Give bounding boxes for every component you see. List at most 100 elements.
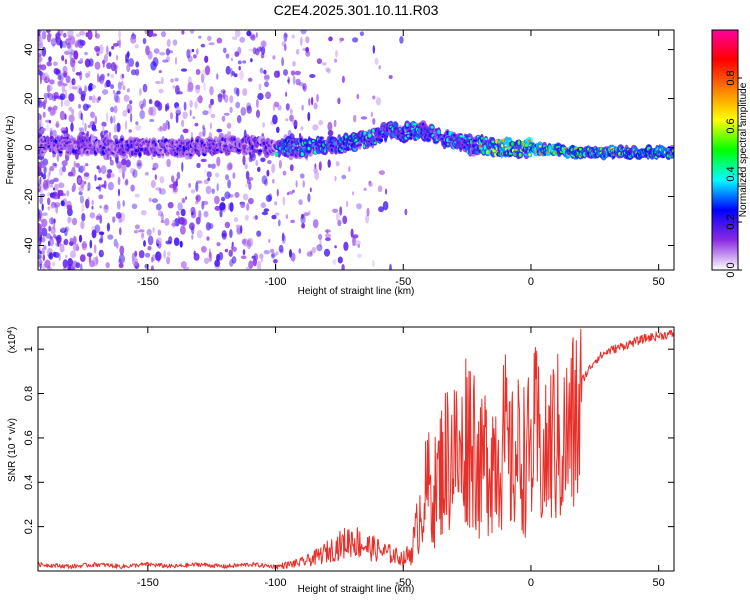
spectrogram-ridge-cell	[405, 123, 409, 127]
spectrogram-noise-cell	[141, 232, 145, 239]
spectrogram-noise-cell	[99, 205, 102, 209]
spectrogram-noise-cell	[39, 70, 43, 77]
spectrogram-noise-cell	[83, 171, 90, 180]
spectrogram-ridge-cell	[131, 150, 134, 156]
spectrogram-noise-cell	[106, 62, 112, 70]
spectrogram-noise-cell	[160, 219, 165, 224]
spectrogram-noise-cell	[116, 90, 121, 95]
spectrogram-ridge-cell	[178, 144, 182, 148]
spectrogram-noise-cell	[106, 45, 109, 55]
spectrogram-noise-cell	[121, 80, 124, 86]
spectrogram-noise-cell	[250, 58, 253, 63]
colorbar-frame	[711, 29, 739, 271]
spectrogram-noise-cell	[307, 193, 311, 203]
y-tick-label: -20	[23, 189, 35, 205]
spectrogram-noise-cell	[335, 50, 338, 58]
spectrogram-noise-cell	[224, 248, 229, 253]
spectrogram-noise-cell	[319, 238, 322, 248]
spectrogram-noise-cell	[135, 68, 140, 76]
spectrogram-noise-cell	[140, 103, 144, 110]
spectrogram-noise-cell	[179, 240, 183, 248]
spectrogram-noise-cell	[91, 95, 96, 104]
spectrogram-noise-cell	[166, 251, 171, 257]
spectrogram-noise-cell	[312, 124, 319, 131]
spectrogram-noise-cell	[206, 171, 212, 178]
spectrogram-noise-cell	[58, 182, 65, 189]
spectrogram-noise-cell	[327, 159, 331, 168]
spectrogram-ridge-cell	[412, 122, 418, 126]
spectrogram-noise-cell	[203, 210, 209, 218]
spectrogram-noise-cell	[98, 231, 104, 235]
spectrogram-noise-cell	[110, 73, 115, 79]
spectrogram-noise-cell	[202, 127, 206, 137]
spectrogram-noise-cell	[158, 88, 164, 94]
spectrogram-ridge-cell	[410, 133, 413, 137]
spectrogram-noise-cell	[194, 122, 199, 127]
spectrogram-noise-cell	[138, 250, 145, 259]
spectrogram-noise-cell	[293, 119, 298, 130]
spectrogram-noise-cell	[155, 251, 162, 261]
spectrogram-noise-cell	[57, 75, 62, 81]
x-tick-label: -150	[137, 276, 159, 288]
spectrogram-noise-cell	[148, 197, 152, 203]
spectrogram-noise-cell	[202, 110, 209, 116]
spectrogram-noise-cell	[281, 57, 284, 67]
spectrogram-noise-cell	[334, 245, 337, 249]
spectrogram-noise-cell	[231, 241, 234, 247]
spectrogram-noise-cell	[131, 203, 138, 210]
spectrogram-noise-cell	[59, 93, 66, 101]
spectrogram-noise-cell	[148, 106, 154, 116]
spectrogram-noise-cell	[103, 180, 107, 190]
spectrogram-noise-cell	[214, 205, 221, 211]
spectrogram-noise-cell	[66, 42, 72, 49]
spectrogram-noise-cell	[102, 125, 105, 136]
spectrogram-noise-cell	[236, 115, 242, 124]
spectrogram-noise-cell	[98, 167, 102, 174]
spectrogram-noise-cell	[164, 218, 170, 226]
spectrogram-noise-cell	[154, 174, 157, 181]
spectrogram-noise-cell	[339, 206, 343, 216]
spectrogram-noise-cell	[346, 200, 349, 208]
spectrogram-noise-cell	[111, 45, 115, 50]
spectrogram-noise-cell	[233, 87, 239, 95]
spectrogram-noise-cell	[129, 100, 133, 105]
spectrogram-ridge-cell	[518, 152, 522, 157]
spectrogram-noise-cell	[177, 215, 180, 223]
spectrogram-noise-cell	[83, 164, 86, 172]
colorbar-ticks: 0.0 0.2 0.4 0.6 0.8	[725, 70, 742, 278]
spectrogram-noise-cell	[283, 32, 288, 42]
spectrogram-noise-cell	[57, 80, 63, 87]
spectrogram-noise-cell	[278, 244, 284, 253]
spectrogram-noise-cell	[38, 232, 43, 238]
spectrogram-noise-cell	[181, 197, 186, 204]
y-tick-label: 0.8	[23, 386, 35, 401]
spectrogram-noise-cell	[202, 200, 209, 206]
spectrogram-noise-cell	[291, 34, 295, 39]
spectrogram-noise-cell	[38, 236, 42, 246]
spectrogram-noise-cell	[79, 70, 83, 81]
spectrogram-noise-cell	[38, 30, 42, 33]
spectrogram-noise-cell	[94, 115, 98, 125]
spectrogram-noise-cell	[327, 121, 333, 132]
spectrogram-noise-cell	[165, 48, 170, 56]
spectrogram-noise-cell	[109, 159, 114, 166]
spectrogram-noise-cell	[236, 87, 240, 97]
spectrogram-noise-cell	[38, 122, 41, 131]
spectrogram-noise-cell	[368, 182, 374, 188]
spectrogram-noise-cell	[63, 32, 67, 38]
spectrogram-noise-cell	[171, 175, 175, 183]
spectrogram-noise-cell	[150, 106, 157, 117]
spectrogram-noise-cell	[97, 73, 100, 83]
spectrogram-noise-cell	[245, 170, 250, 180]
spectrogram-noise-cell	[38, 245, 41, 249]
spectrogram-noise-cell	[246, 102, 252, 111]
spectrogram-noise-cell	[207, 177, 211, 181]
spectrogram-noise-cell	[273, 70, 280, 78]
spectrogram-noise-cell	[79, 58, 84, 62]
spectrogram-noise-cell	[191, 212, 194, 216]
colorbar-tick-label: 0.6	[725, 118, 737, 133]
spectrogram-noise-cell	[265, 194, 272, 203]
spectrogram-noise-cell	[126, 88, 130, 93]
spectrogram-noise-cell	[301, 223, 305, 229]
spectrogram-noise-cell	[138, 229, 145, 233]
